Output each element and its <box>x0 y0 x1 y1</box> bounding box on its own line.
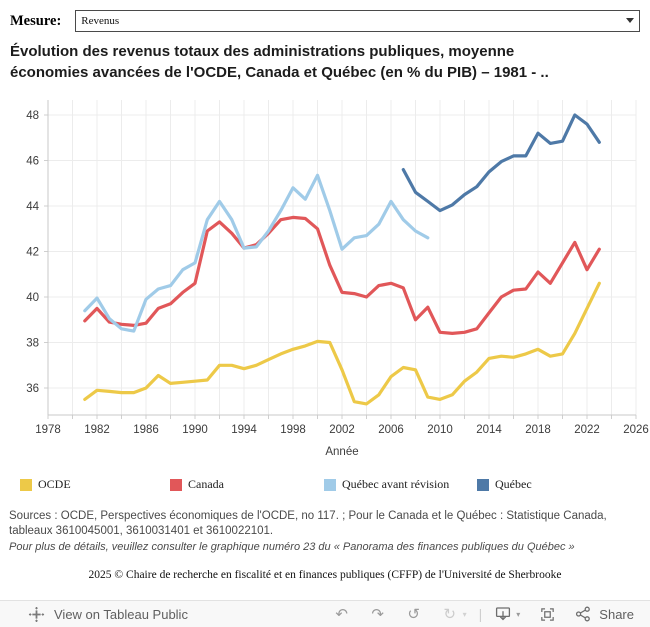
refresh-caret-icon[interactable]: ▾ <box>462 609 467 619</box>
measure-row: Mesure: Revenus <box>10 9 640 33</box>
x-tick-label: 2006 <box>378 424 404 436</box>
replay-icon[interactable]: ↺ <box>407 605 420 623</box>
sources-note: Pour plus de détails, veuillez consulter… <box>9 541 575 553</box>
line-chart: 36 38 40 42 44 46 48 1978 1982 1986 1990 1994 1998 20… <box>26 100 649 458</box>
legend-item-quebec[interactable]: Québec <box>477 477 532 492</box>
legend-item-quebec-avant-revision[interactable]: Québec avant révision <box>324 477 449 492</box>
page-title-line2: économies avancées de l'OCDE, Canada et … <box>10 64 549 81</box>
y-tick-label: 42 <box>26 247 39 259</box>
x-tick-label: 1986 <box>133 424 159 436</box>
sources-block: Sources : OCDE, Perspectives économiques… <box>9 509 647 554</box>
x-tick-label: 2022 <box>574 424 600 436</box>
sources-text: Sources : OCDE, Perspectives économiques… <box>9 510 607 537</box>
x-tick-label: 2018 <box>525 424 551 436</box>
download-caret-icon[interactable]: ▾ <box>516 609 521 619</box>
series-line-qu-bec-avant-r-vision[interactable] <box>83 173 430 333</box>
redo-icon[interactable]: ↷ <box>371 605 384 623</box>
y-tick-label: 36 <box>26 383 39 395</box>
x-tick-label: 1978 <box>35 424 61 436</box>
tableau-toolbar: View on Tableau Public ↶ ↷ ↺ ↻ ▾ | ▾ <box>0 600 650 627</box>
x-tick-label: 2014 <box>476 424 502 436</box>
legend-label-canada: Canada <box>188 477 224 491</box>
share-icon[interactable] <box>572 603 594 625</box>
fullscreen-icon[interactable] <box>536 603 558 625</box>
y-tick-label: 38 <box>26 338 39 350</box>
chart-area[interactable]: 36 38 40 42 44 46 48 1978 1982 1986 1990 1994 1998 20… <box>0 95 650 465</box>
x-tick-label: 1998 <box>280 424 306 436</box>
y-tick-label: 48 <box>26 110 39 122</box>
legend-item-canada[interactable]: Canada <box>170 477 224 492</box>
toolbar-buttons: ↶ ↷ ↺ ↻ ▾ | ▾ <box>331 603 634 625</box>
legend-label-quebec: Québec <box>495 477 532 491</box>
legend-swatch-ocde <box>20 478 32 491</box>
y-tick-label: 46 <box>26 156 39 168</box>
legend-item-ocde[interactable]: OCDE <box>20 477 71 492</box>
view-on-tableau-public-label: View on Tableau Public <box>54 606 188 622</box>
y-tick-label: 44 <box>26 201 39 213</box>
legend-swatch-quebec-avant-revision <box>324 478 336 491</box>
x-tick-label: 1994 <box>231 424 257 436</box>
download-icon[interactable] <box>492 603 514 625</box>
copyright-text: 2025 © Chaire de recherche en fiscalité … <box>88 569 562 581</box>
series-line-ocde[interactable] <box>83 281 601 406</box>
series-line-canada[interactable] <box>83 215 601 335</box>
x-axis-title: Année <box>325 446 358 458</box>
refresh-icon[interactable]: ↻ <box>443 605 456 623</box>
x-tick-label: 2002 <box>329 424 355 436</box>
toolbar-separator: | <box>478 606 483 622</box>
undo-icon[interactable]: ↶ <box>335 605 348 623</box>
page-title-line1: Évolution des revenus totaux des adminis… <box>10 43 515 60</box>
share-label[interactable]: Share <box>599 606 634 622</box>
dropdown-caret-icon <box>626 18 634 23</box>
legend-label-ocde: OCDE <box>38 477 71 491</box>
tableau-logo-icon <box>28 606 45 623</box>
legend-swatch-quebec <box>477 478 489 491</box>
measure-label: Mesure: <box>10 12 62 29</box>
x-tick-label: 1982 <box>84 424 110 436</box>
measure-select[interactable]: Revenus <box>75 10 640 32</box>
page-title: Évolution des revenus totaux des adminis… <box>10 41 642 83</box>
measure-selected-value: Revenus <box>81 15 120 27</box>
y-tick-label: 40 <box>26 292 39 304</box>
view-on-tableau-public-link[interactable]: View on Tableau Public <box>28 606 188 623</box>
legend-swatch-canada <box>170 478 182 491</box>
legend-label-quebec-avant-revision: Québec avant révision <box>342 477 450 491</box>
x-tick-label: 1990 <box>182 424 208 436</box>
x-tick-label: 2026 <box>623 424 649 436</box>
chart-legend: OCDE Canada Québec avant révision Québec <box>0 477 650 495</box>
series-line-qu-bec[interactable] <box>401 113 601 213</box>
x-tick-label: 2010 <box>427 424 453 436</box>
